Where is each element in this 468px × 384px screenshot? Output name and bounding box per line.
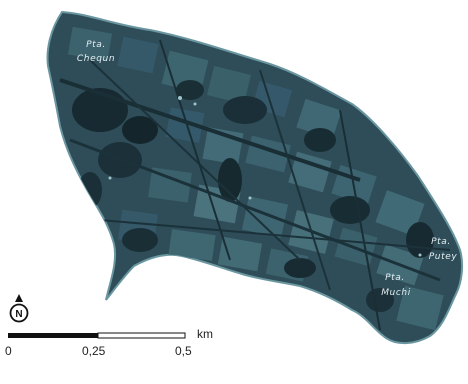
place-label-muchi: Pta. Muchi — [381, 273, 411, 298]
place-label-chequn-line1: Pta. — [86, 40, 106, 50]
place-label-putey: Pta. Putey — [429, 237, 458, 262]
place-label-putey-line2: Putey — [429, 252, 458, 262]
scale-tick-0: 0 — [5, 344, 12, 358]
north-arrow-icon: N — [9, 294, 29, 323]
place-label-putey-line1: Pta. — [431, 237, 451, 247]
scale-tick-1: 0,25 — [82, 344, 106, 358]
scale-tick-2: 0,5 — [175, 344, 192, 358]
north-label: N — [15, 309, 22, 320]
field-mosaic — [59, 26, 451, 331]
scale-bar: km 0 0,25 0,5 — [5, 327, 213, 358]
place-label-chequn-line2: Chequn — [77, 54, 115, 64]
place-label-muchi-line2: Muchi — [381, 288, 411, 298]
place-label-chequn: Pta. Chequn — [77, 40, 115, 64]
place-label-muchi-line1: Pta. — [385, 273, 405, 283]
scale-unit: km — [197, 327, 213, 341]
